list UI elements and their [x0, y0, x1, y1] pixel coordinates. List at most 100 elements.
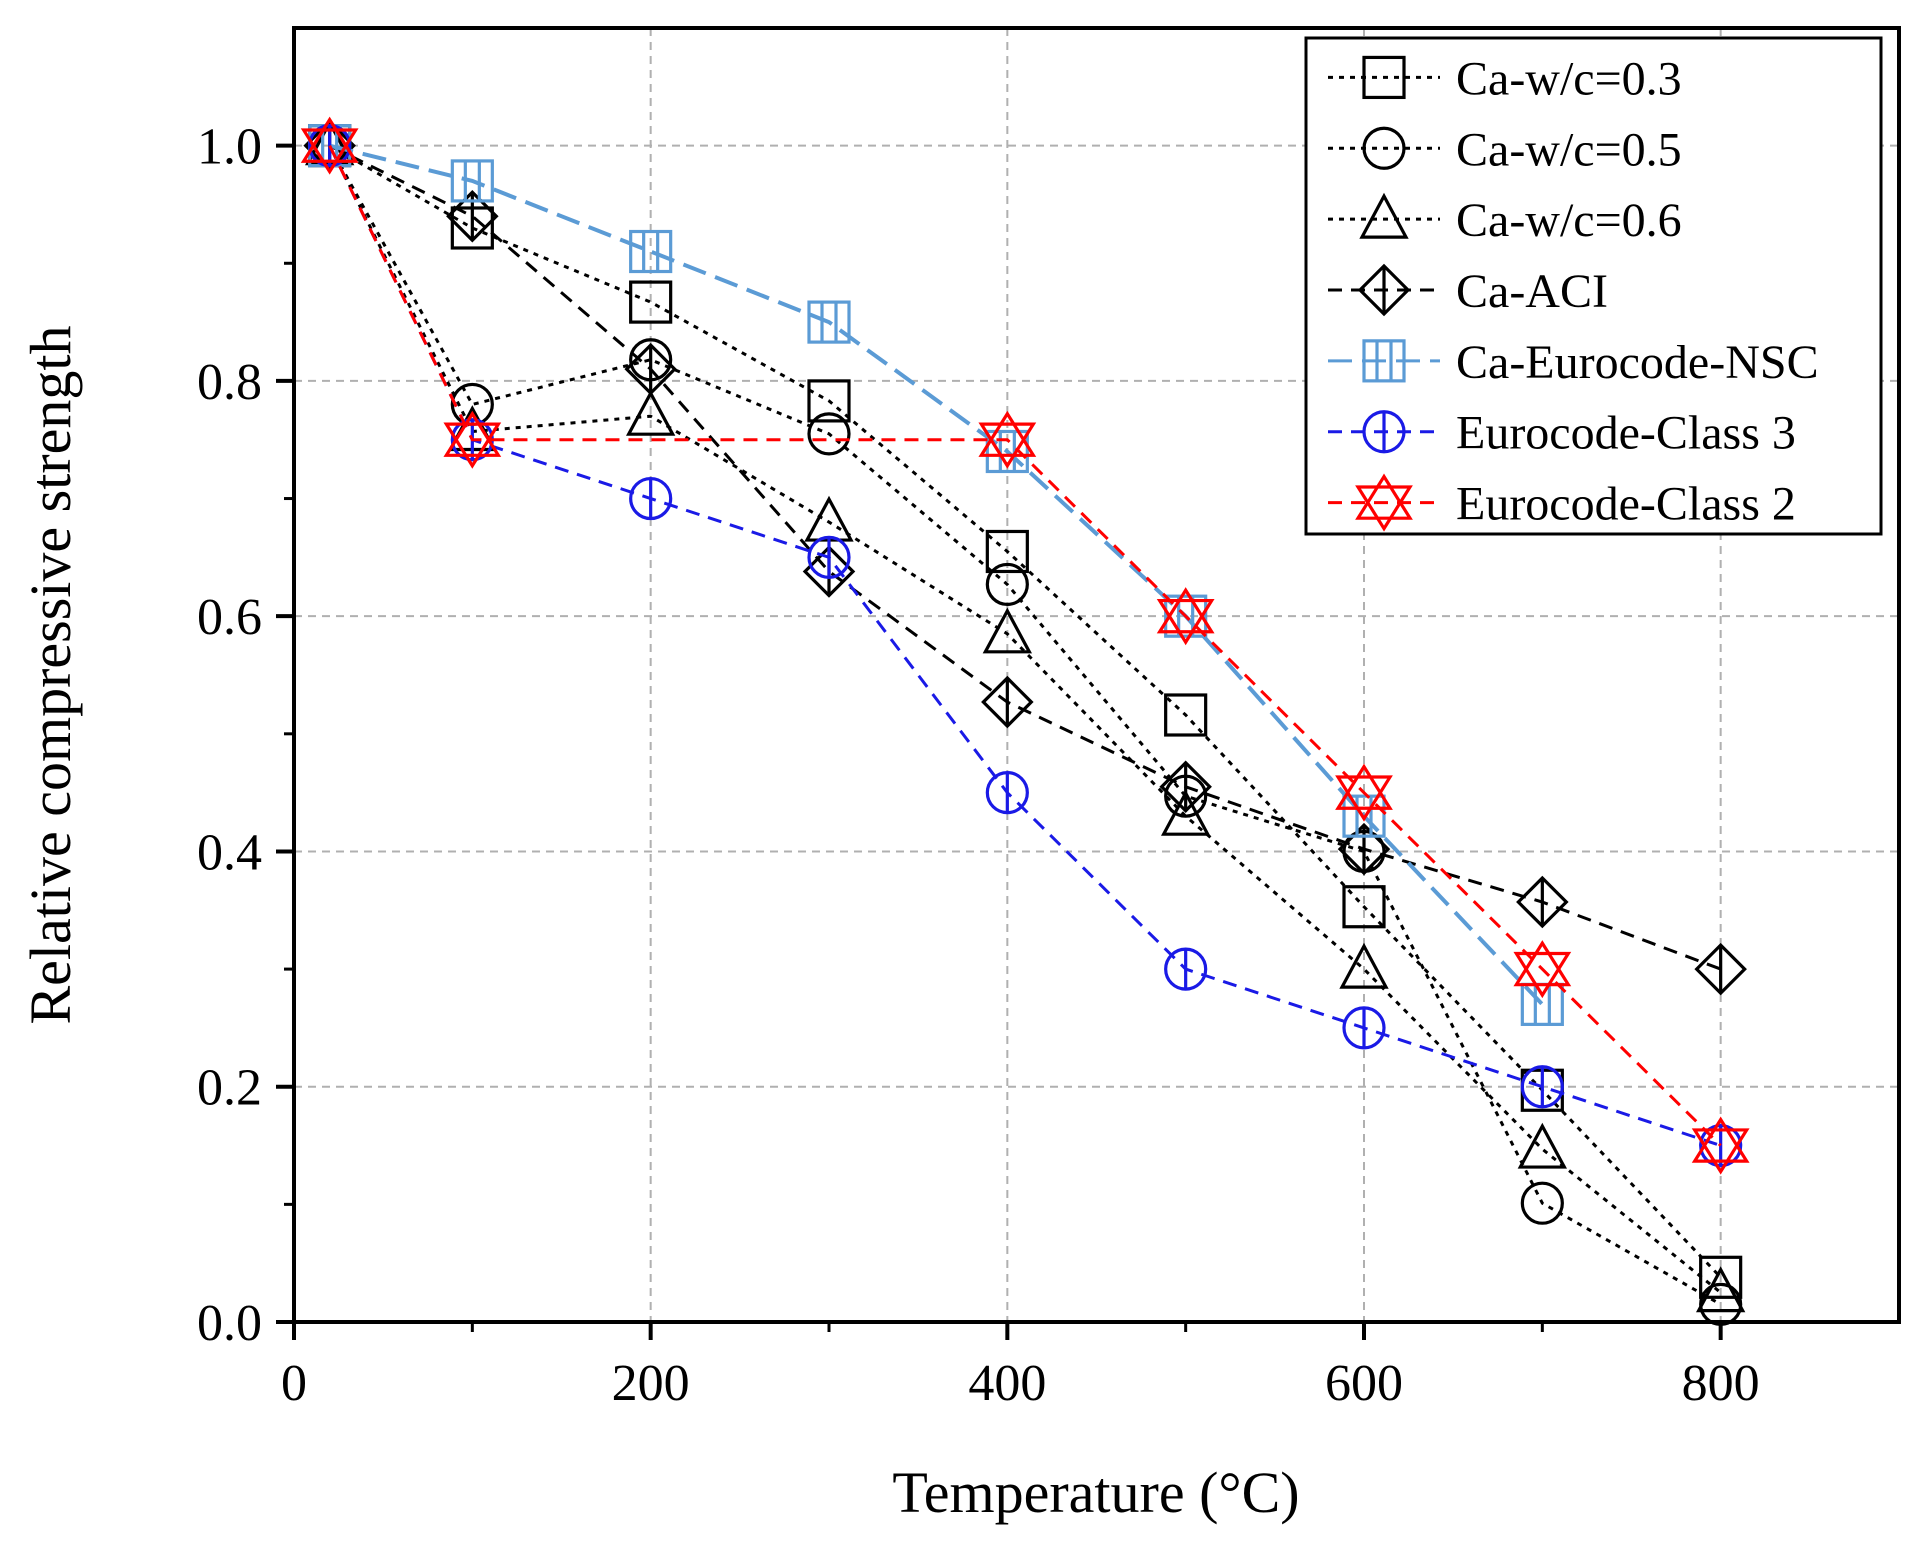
legend-label: Ca-ACI: [1456, 265, 1608, 318]
data-point: [982, 607, 1033, 654]
star-triangle-up: [1513, 940, 1572, 987]
x-tick-label: 200: [612, 1355, 690, 1412]
legend-label: Ca-Eurocode-NSC: [1456, 336, 1819, 389]
legend-entry: Eurocode-Class 3: [1328, 407, 1796, 460]
legend-entry: Ca-Eurocode-NSC: [1328, 336, 1819, 389]
square-shape: [450, 159, 494, 203]
data-point: [1691, 1116, 1750, 1175]
x-tick-label: 600: [1325, 1355, 1403, 1412]
y-tick-label: 0.8: [197, 354, 262, 411]
legend-label: Eurocode-Class 2: [1456, 478, 1796, 531]
star-triangle-down: [978, 422, 1037, 469]
star-triangle-up: [1355, 473, 1413, 520]
star-triangle-up: [1335, 763, 1393, 810]
data-point: [629, 476, 673, 521]
data-point: [1342, 885, 1386, 929]
star-triangle-down: [1691, 1128, 1750, 1175]
star-triangle-down: [1335, 775, 1393, 822]
data-point: [807, 379, 851, 423]
x-axis-title: Temperature (°C): [892, 1460, 1299, 1525]
data-point: [1339, 942, 1389, 989]
data-point: [300, 116, 359, 175]
data-point: [804, 495, 854, 542]
legend-label: Ca-w/c=0.5: [1456, 123, 1682, 176]
legend-entry: Ca-w/c=0.6: [1328, 192, 1682, 247]
data-point: [1694, 942, 1747, 996]
data-point: [807, 412, 851, 456]
series-4: [303, 119, 1747, 996]
data-point: [1695, 1266, 1746, 1313]
square-shape: [629, 229, 673, 274]
legend-marker: [1357, 263, 1411, 317]
data-point: [1159, 760, 1212, 814]
y-tick-label: 0.0: [197, 1295, 262, 1352]
data-point: [450, 159, 494, 203]
legend: Ca-w/c=0.3 Ca-w/c=0.5 Ca-w/c=0.6 Ca-ACI Ca-E…: [1304, 36, 1883, 536]
x-tick-label: 800: [1682, 1355, 1760, 1412]
y-tick-label: 0.6: [197, 589, 262, 646]
star-triangle-down: [1513, 951, 1572, 999]
star-triangle-up: [1691, 1116, 1750, 1163]
star-triangle-up: [1156, 587, 1215, 634]
data-point: [443, 410, 502, 469]
series-6: [308, 124, 1743, 1168]
y-tick-label: 0.4: [197, 824, 262, 881]
data-point: [1513, 940, 1572, 999]
series-line: [328, 144, 1722, 1279]
legend-label: Ca-w/c=0.6: [1456, 194, 1682, 247]
legend-marker: [1359, 192, 1409, 239]
legend-marker: [1362, 55, 1406, 100]
legend-marker: [1362, 410, 1406, 454]
data-point: [985, 771, 1029, 815]
data-point: [629, 280, 673, 324]
plot-frame: [292, 26, 1901, 1324]
x-tick-label: 400: [968, 1355, 1046, 1412]
data-point: [1164, 947, 1208, 991]
data-point: [807, 535, 851, 579]
data-point: [624, 342, 677, 396]
legend-label: Ca-w/c=0.3: [1456, 52, 1682, 105]
legend-label: Eurocode-Class 3: [1456, 407, 1796, 460]
data-point: [1516, 875, 1569, 929]
star-triangle-up: [300, 116, 359, 163]
star-triangle-down: [300, 128, 359, 175]
series-line: [328, 144, 1722, 1306]
star-triangle-up: [443, 410, 502, 457]
y-tick-label: 1.0: [197, 119, 262, 176]
square-shape: [807, 300, 851, 344]
square-shape: [1342, 794, 1386, 838]
x-tick-label: 0: [281, 1355, 307, 1412]
data-point: [1342, 1006, 1386, 1050]
data-point: [807, 300, 851, 344]
data-point: [629, 229, 673, 274]
data-point: [1517, 1122, 1568, 1169]
legend-marker: [1362, 126, 1406, 170]
data-point: [1156, 587, 1215, 646]
square-shape: [1164, 594, 1208, 638]
star-triangle-down: [1355, 485, 1413, 532]
legend-entry: Ca-ACI: [1328, 263, 1608, 318]
data-point: [1335, 763, 1393, 822]
legend-entry: Ca-w/c=0.3: [1328, 52, 1682, 105]
data-point: [625, 389, 676, 436]
data-point: [978, 410, 1037, 469]
data-point: [1337, 822, 1391, 876]
data-point: [1164, 693, 1208, 737]
data-point: [1160, 789, 1211, 836]
data-point: [985, 529, 1029, 574]
data-point: [1342, 794, 1386, 838]
square-shape: [985, 429, 1029, 474]
data-point: [1520, 1181, 1564, 1225]
series-7: [300, 116, 1750, 1175]
data-point: [985, 429, 1029, 474]
axis-ticks: 0 200 400 600 800 0.0 0.2 0.4 0.6 0.8 1.0: [197, 119, 1760, 1412]
data-point: [981, 675, 1034, 729]
star-triangle-up: [978, 410, 1037, 457]
series-line: [328, 144, 1722, 1294]
square-shape: [1362, 339, 1406, 383]
legend-entry: Eurocode-Class 2: [1328, 473, 1796, 532]
y-axis-title: Relative compressive strength: [18, 325, 83, 1024]
legend-entry: Ca-w/c=0.5: [1328, 123, 1682, 176]
legend-marker: [1355, 473, 1413, 532]
